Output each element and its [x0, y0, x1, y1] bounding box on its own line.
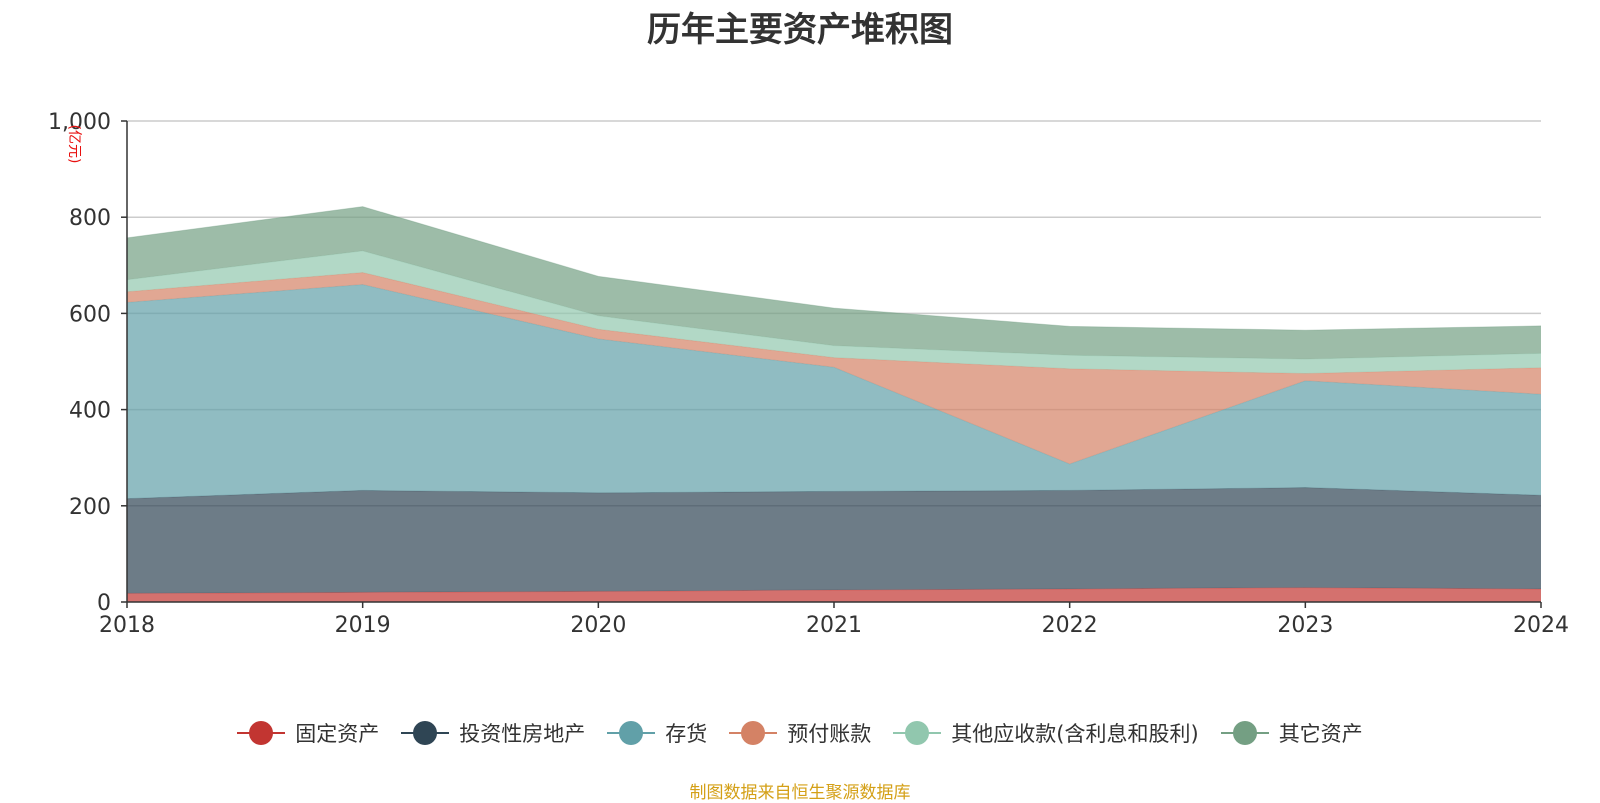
legend-label: 其他应收款(含利息和股利) — [951, 722, 1199, 746]
y-tick-label: 600 — [69, 302, 111, 327]
area-series-3 — [127, 284, 1541, 499]
chart-plot: 0 200 400 600 800 1,000 2018 2019 2020 2021 2022 20… — [48, 110, 1569, 638]
x-tick-label: 2024 — [1513, 613, 1569, 638]
chart-title: 历年主要资产堆积图 — [647, 10, 953, 50]
x-tick-label: 2019 — [335, 613, 391, 638]
x-tick-label: 2022 — [1042, 613, 1098, 638]
legend-marker-icon — [893, 721, 942, 745]
y-tick-label: 200 — [69, 495, 111, 520]
legend-label: 固定资产 — [295, 722, 380, 746]
area-series-6 — [127, 206, 1541, 360]
y-tick-label: 0 — [97, 591, 111, 616]
area-series-4 — [127, 272, 1541, 464]
legend-label: 其它资产 — [1278, 722, 1363, 746]
area-series-5 — [127, 250, 1541, 374]
x-tick-label: 2021 — [806, 613, 862, 638]
legend-marker-icon — [237, 721, 286, 745]
legend-item[interactable]: 其他应收款(含利息和股利) — [893, 718, 1199, 748]
data-source-note: 制图数据来自恒生聚源数据库 — [689, 783, 911, 803]
area-edge-6 — [126, 206, 1542, 331]
area-series-2 — [127, 487, 1541, 594]
y-tick-label: 400 — [69, 399, 111, 424]
x-tick-label: 2023 — [1277, 613, 1333, 638]
legend-label: 存货 — [665, 722, 708, 746]
x-tick-label: 2018 — [99, 613, 155, 638]
legend-marker-icon — [729, 721, 778, 745]
legend-item[interactable]: 投资性房地产 — [401, 718, 585, 748]
legend-marker-icon — [1220, 721, 1269, 745]
y-tick-label: 1,000 — [48, 110, 111, 135]
y-axis-unit-label: (亿元) — [66, 125, 82, 164]
y-tick-label: 800 — [69, 206, 111, 231]
legend-label: 预付账款 — [787, 722, 872, 746]
legend-item[interactable]: 存货 — [607, 718, 707, 748]
area-series-1 — [127, 587, 1541, 602]
legend-label: 投资性房地产 — [459, 722, 586, 746]
x-tick-label: 2020 — [570, 613, 626, 638]
legend-item[interactable]: 预付账款 — [729, 718, 871, 748]
legend-item[interactable]: 其它资产 — [1220, 718, 1363, 748]
legend-item[interactable]: 固定资产 — [237, 718, 379, 748]
legend-marker-icon — [607, 721, 656, 745]
chart-legend: 固定资产 投资性房地产 存货 预付账款 其他应收款(含利息和股利) 其它资产 — [0, 718, 1600, 748]
legend-marker-icon — [401, 721, 450, 745]
